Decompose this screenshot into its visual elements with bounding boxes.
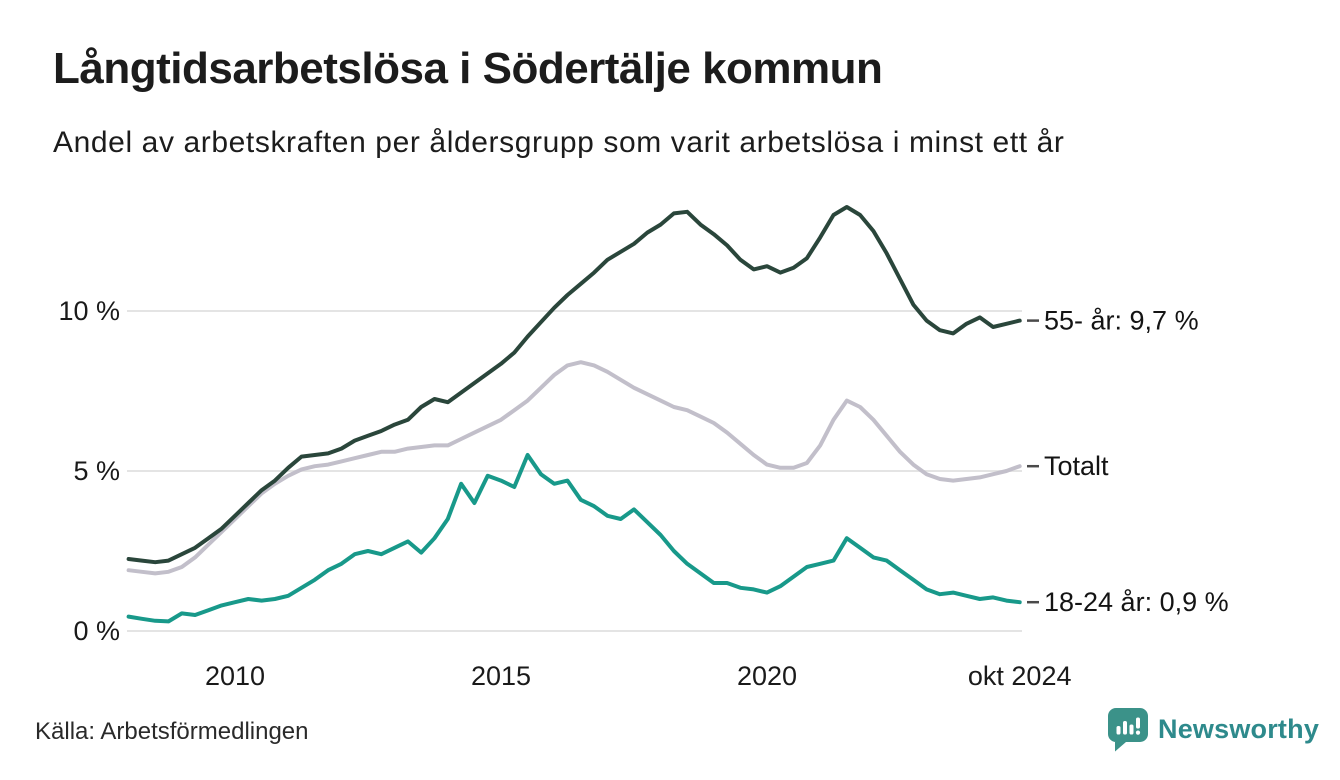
bar-chart-bubble-icon (1108, 708, 1148, 752)
newsworthy-wordmark: Newsworthy (1158, 714, 1320, 744)
x-tick-label: okt 2024 (967, 661, 1072, 691)
x-tick-label: 2020 (736, 661, 798, 691)
series-end-label: 18-24 år: 0,9 % (1044, 587, 1229, 617)
series-lines (126, 205, 1022, 624)
series-end-label: 55- år: 9,7 % (1044, 306, 1199, 336)
series-line-18-24 år (126, 453, 1022, 624)
series-end-label: Totalt (1044, 451, 1109, 481)
x-tick-label: 2015 (470, 661, 532, 691)
series-line-Totalt (126, 360, 1022, 576)
gridlines (127, 310, 1022, 632)
y-tick-label: 10 % (58, 296, 120, 326)
series-line-55- år (126, 205, 1022, 565)
y-tick-label: 0 % (73, 616, 120, 646)
source-note: Källa: Arbetsförmedlingen (35, 718, 309, 745)
chart-title: Långtidsarbetslösa i Södertälje kommun (53, 44, 883, 93)
x-tick-label: 2010 (204, 661, 266, 691)
chart-subtitle: Andel av arbetskraften per åldersgrupp s… (53, 126, 1065, 159)
newsworthy-logo[interactable]: Newsworthy (1106, 706, 1319, 753)
series-end-labels: 55- år: 9,7 % Totalt 18-24 år: 0,9 % (1027, 306, 1229, 617)
y-tick-label: 5 % (73, 456, 120, 486)
